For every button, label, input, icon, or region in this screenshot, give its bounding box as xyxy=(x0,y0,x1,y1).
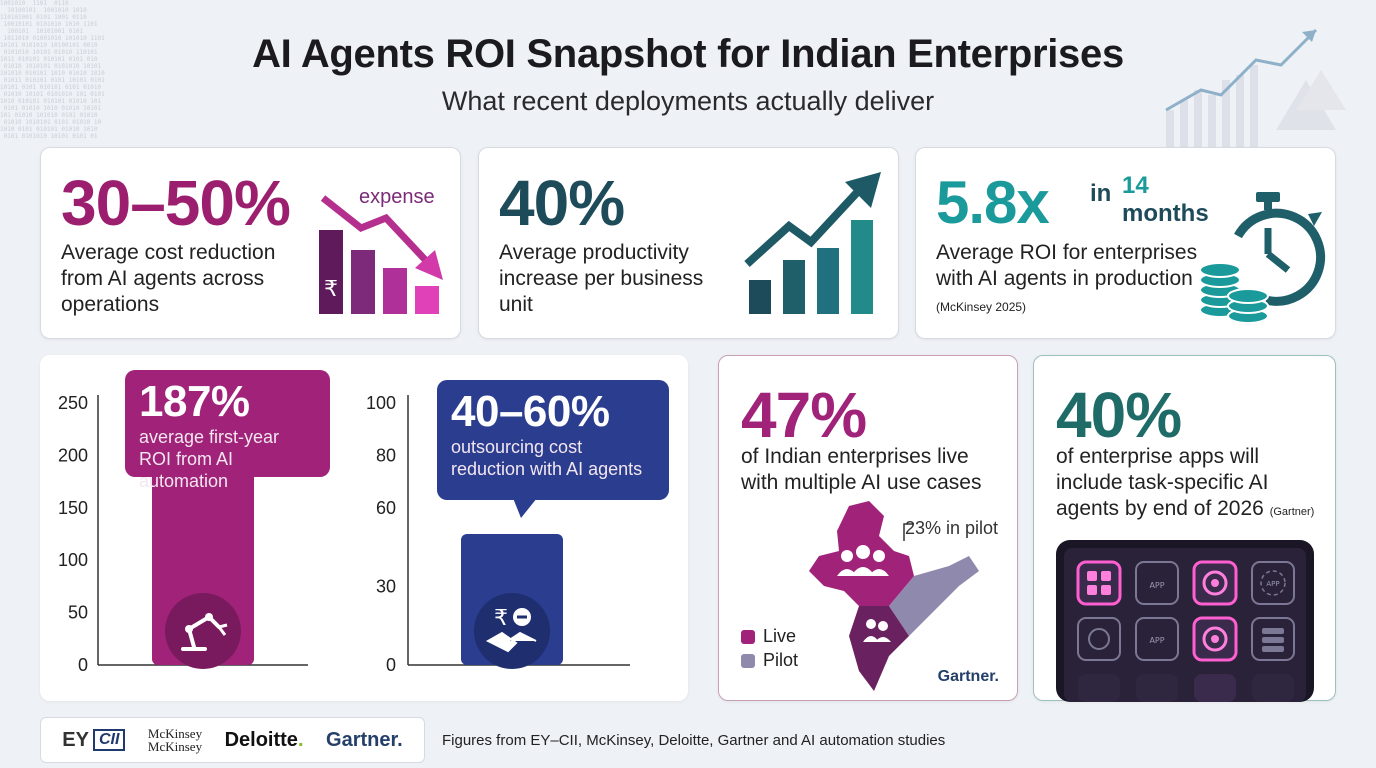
rupee-icon: ₹ xyxy=(494,606,508,631)
callout-pointer xyxy=(513,498,537,518)
cost-reduction-card: 30–50% Average cost reduction from AI ag… xyxy=(40,147,461,339)
productivity-value: 40% xyxy=(499,167,625,239)
roi-in-label: in xyxy=(1090,180,1112,207)
india-adoption-card: 47% of Indian enterprises live with mult… xyxy=(718,355,1018,701)
india-adoption-value: 47% xyxy=(741,379,867,451)
icon-circle xyxy=(474,593,550,669)
mckinsey-logo: McKinsey McKinsey xyxy=(148,727,202,753)
india-map-icon xyxy=(809,501,979,691)
legend-pilot: Pilot xyxy=(741,650,798,671)
roi-source: (McKinsey 2025) xyxy=(936,300,1027,314)
bar-charts: 0 50 100 150 200 250 0 30 60 80 100 ₹ xyxy=(58,393,630,675)
growth-arrow-decoration xyxy=(1165,28,1346,160)
legend-live: Live xyxy=(741,626,796,647)
roi-description-text: Average ROI for enterprises with AI agen… xyxy=(936,241,1198,290)
footer-sources-text: Figures from EY–CII, McKinsey, Deloitte,… xyxy=(442,732,946,749)
enterprise-apps-card: 40% of enterprise apps will include task… xyxy=(1033,355,1336,702)
cost-reduction-value: 30–50% xyxy=(61,167,291,239)
productivity-card: 40% Average productivity increase per bu… xyxy=(478,147,899,339)
falling-bar-chart-rupee-icon: ₹ xyxy=(319,195,443,314)
callout-pointer xyxy=(193,475,217,495)
legend-live-label: Live xyxy=(763,626,797,646)
tablet-app-grid-icon: APP APP APP xyxy=(1056,540,1314,702)
source-logos: EY CII McKinsey McKinsey Deloitte. Gartn… xyxy=(40,717,425,763)
enterprise-apps-description: of enterprise apps will include task-spe… xyxy=(1056,444,1326,525)
india-adoption-description: of Indian enterprises live with multiple… xyxy=(741,445,982,494)
handshake-icon xyxy=(485,631,537,653)
roi-callout-text: average first-year ROI from AI automatio… xyxy=(139,427,280,491)
page-title: AI Agents ROI Snapshot for Indian Enterp… xyxy=(252,32,1124,76)
roi-description: Average ROI for enterprises with AI agen… xyxy=(936,240,1226,320)
deloitte-logo: Deloitte. xyxy=(225,729,304,752)
enterprise-apps-value: 40% xyxy=(1056,379,1182,451)
mckinsey-logo-text-1: McKinsey xyxy=(147,726,203,741)
y-tick-label: 100 xyxy=(58,550,88,570)
enterprise-apps-source: (Gartner) xyxy=(1269,506,1315,518)
y-tick-label: 0 xyxy=(78,655,88,675)
y-tick-label: 50 xyxy=(68,603,88,623)
y-tick-label: 30 xyxy=(376,576,396,596)
roi-value: 5.8x xyxy=(936,169,1050,236)
deloitte-logo-dot: . xyxy=(297,728,304,751)
pilot-annotation: 23% in pilot xyxy=(905,518,999,538)
icon-circle xyxy=(165,593,241,669)
app-label-3: APP xyxy=(1149,636,1164,645)
expense-label: expense xyxy=(359,186,435,208)
ey-cii-logo: EY CII xyxy=(62,728,126,752)
outsourcing-callout-value: 40–60% xyxy=(451,387,610,436)
gartner-source-logo: Gartner. xyxy=(937,668,999,685)
outsourcing-callout: 40–60% outsourcing cost reduction with A… xyxy=(437,380,669,500)
roi-callout-value: 187% xyxy=(139,377,250,426)
rising-bar-chart-icon xyxy=(744,172,881,314)
robot-arm-icon xyxy=(181,614,221,651)
y-tick-label: 80 xyxy=(376,445,396,465)
ey-logo-text: EY xyxy=(62,728,89,751)
cost-reduction-description: Average cost reduction from AI agents ac… xyxy=(61,241,276,316)
legend-pilot-label: Pilot xyxy=(763,650,799,670)
gartner-logo: Gartner. xyxy=(326,728,403,751)
robot-arm-joint xyxy=(205,613,213,621)
cii-logo-text: CII xyxy=(92,729,126,751)
binary-background-decoration: 1001010 1101 0110 10100101 1001010 1010 … xyxy=(0,0,105,140)
outsourcing-callout-text: outsourcing cost reduction with AI agent… xyxy=(451,437,643,479)
deloitte-logo-text: Deloitte xyxy=(224,728,298,751)
y-tick-label: 200 xyxy=(58,445,88,465)
y-tick-label: 100 xyxy=(366,393,396,413)
roi-months-label: 14 months xyxy=(1122,172,1209,228)
y-tick-label: 0 xyxy=(386,655,396,675)
roi-months-word: months xyxy=(1122,200,1209,227)
roi-charts-card: 0 50 100 150 200 250 0 30 60 80 100 ₹ 187% average … xyxy=(40,355,688,701)
robot-arm-joint xyxy=(185,625,193,633)
roi-callout: 187% average first-year ROI from AI auto… xyxy=(125,370,330,491)
live-swatch xyxy=(741,629,755,644)
productivity-description: Average productivity increase per busine… xyxy=(499,241,704,316)
roi-card: 5.8x in 14 months Average ROI for enterp… xyxy=(915,147,1336,339)
svg-text:₹: ₹ xyxy=(324,277,338,302)
app-label-1: APP xyxy=(1149,581,1164,590)
robot-arm-claw xyxy=(217,623,228,636)
y-tick-label: 250 xyxy=(58,393,88,413)
app-label-2: APP xyxy=(1266,580,1279,588)
enterprise-apps-text: of enterprise apps will include task-spe… xyxy=(1056,445,1269,520)
roi-months-number: 14 xyxy=(1122,172,1149,199)
mckinsey-logo-text-2: McKinsey xyxy=(147,739,203,754)
pilot-swatch xyxy=(741,653,755,668)
stopwatch-coins-icon xyxy=(1199,192,1325,324)
y-tick-label: 150 xyxy=(58,498,88,518)
page-subtitle: What recent deployments actually deliver xyxy=(441,86,935,116)
y-tick-label: 60 xyxy=(376,498,396,518)
